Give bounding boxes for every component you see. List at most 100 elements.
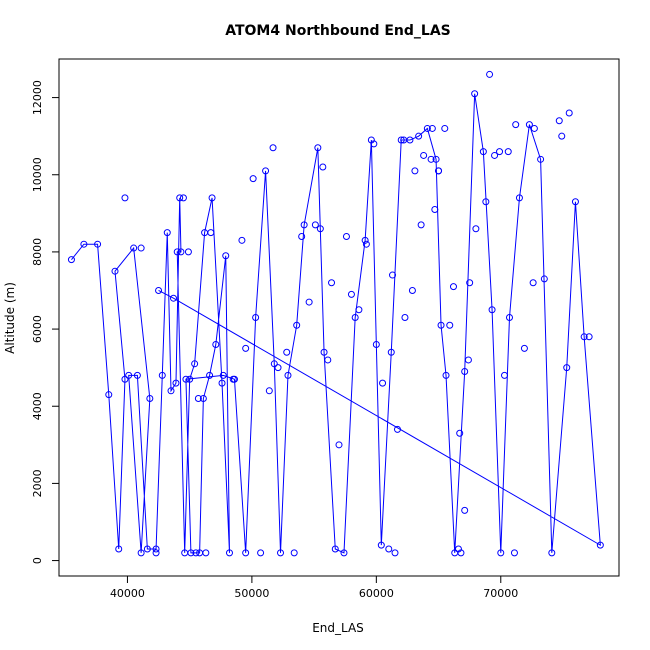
data-point (222, 252, 230, 260)
data-point (137, 549, 145, 557)
data-point (379, 379, 387, 387)
y-tick-label: 2000 (31, 469, 44, 497)
y-axis-label: Altitude (m) (3, 282, 17, 354)
data-point (158, 371, 166, 379)
data-point (324, 356, 332, 364)
data-point (206, 371, 214, 379)
y-tick-label: 6000 (31, 315, 44, 343)
data-point (461, 368, 469, 376)
data-point (393, 425, 401, 433)
data-point (435, 167, 443, 175)
data-point (486, 70, 494, 78)
data-point (497, 549, 505, 557)
data-point (540, 275, 548, 283)
data-point (456, 429, 464, 437)
data-point (479, 148, 487, 156)
data-point (596, 541, 604, 549)
data-point (184, 248, 192, 256)
data-point (530, 124, 538, 132)
data-point (510, 549, 518, 557)
data-point (496, 148, 504, 156)
data-point (130, 244, 138, 252)
data-point (408, 286, 416, 294)
data-point (152, 545, 160, 553)
data-point (199, 395, 207, 403)
data-point (466, 279, 474, 287)
data-point (548, 549, 556, 557)
data-point (335, 441, 343, 449)
data-point (449, 283, 457, 291)
data-point (191, 360, 199, 368)
data-point (417, 221, 425, 229)
data-point (442, 371, 450, 379)
y-tick-label: 4000 (31, 392, 44, 420)
y-tick-label: 12000 (31, 80, 44, 115)
data-point (252, 314, 260, 321)
data-point (482, 198, 490, 206)
data-point (387, 348, 395, 356)
data-point (464, 356, 472, 364)
data-point (501, 371, 509, 379)
data-point (331, 545, 339, 553)
data-point (320, 348, 328, 356)
data-point (415, 132, 423, 140)
data-point (342, 232, 350, 240)
data-point (125, 371, 133, 379)
data-point (512, 121, 520, 129)
data-point (351, 314, 359, 321)
data-point (182, 375, 190, 383)
data-point (192, 549, 200, 557)
data-point (262, 167, 270, 175)
data-point (427, 155, 435, 163)
data-point (362, 240, 370, 248)
data-point (401, 314, 409, 321)
data-point (186, 375, 194, 383)
data-point (143, 545, 151, 553)
data-point (67, 256, 75, 264)
data-point (505, 314, 513, 321)
data-point (177, 248, 185, 256)
data-point (389, 271, 397, 279)
data-point (94, 240, 102, 248)
data-point (529, 279, 537, 287)
data-point (163, 229, 171, 237)
x-tick-label: 60000 (359, 587, 394, 600)
data-point (290, 549, 298, 557)
x-tick-label: 50000 (234, 587, 269, 600)
data-point (167, 387, 175, 395)
data-point (194, 395, 202, 403)
data-point (283, 348, 291, 356)
data-point (437, 321, 445, 329)
data-point (137, 244, 145, 252)
data-point (257, 549, 265, 557)
plot-frame (58, 58, 620, 577)
data-point (355, 306, 363, 314)
data-point (238, 236, 246, 244)
x-axis: 40000 50000 60000 70000 (110, 576, 518, 600)
data-point (441, 124, 449, 132)
data-point (472, 225, 480, 233)
data-point (179, 194, 187, 202)
data-point (397, 136, 405, 144)
data-point (565, 109, 573, 117)
y-tick-label: 8000 (31, 238, 44, 266)
data-point (377, 541, 385, 549)
data-point (314, 144, 322, 152)
data-point (420, 151, 428, 159)
data-point (242, 344, 250, 352)
data-point (105, 391, 113, 399)
data-point (80, 240, 88, 248)
data-point (212, 341, 220, 349)
data-point (319, 163, 327, 171)
data-point (471, 90, 479, 98)
y-tick-label: 10000 (31, 157, 44, 192)
data-point (558, 132, 566, 140)
data-point (121, 375, 129, 383)
data-point (555, 117, 563, 125)
data-point (461, 506, 469, 514)
data-point (172, 379, 180, 387)
data-point (229, 375, 237, 383)
data-point (173, 248, 181, 256)
data-point (400, 136, 408, 144)
data-point (277, 549, 285, 557)
